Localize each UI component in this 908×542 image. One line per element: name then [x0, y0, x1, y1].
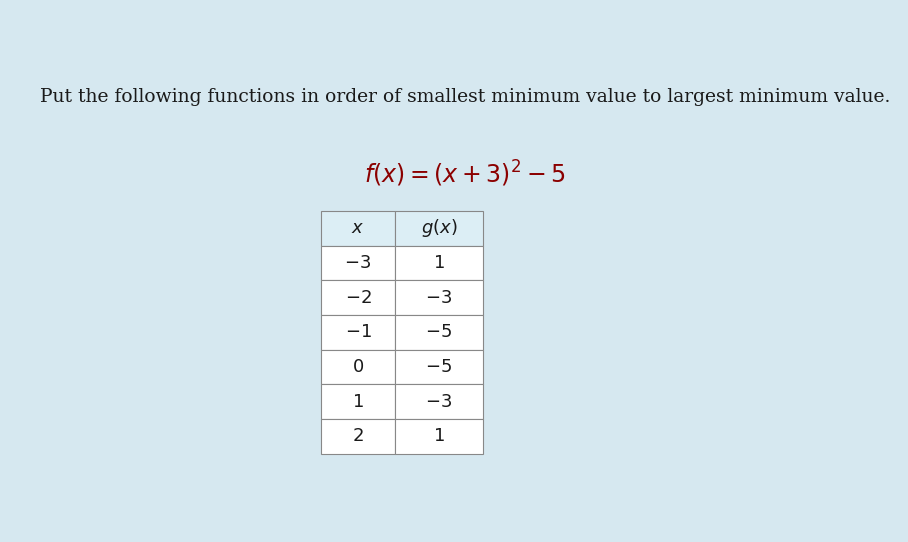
Text: $x$: $x$ — [351, 220, 365, 237]
Bar — [321, 211, 395, 246]
Text: $-2$: $-2$ — [345, 289, 371, 307]
Text: $f(x) = (x + 3)^2 - 5$: $f(x) = (x + 3)^2 - 5$ — [364, 159, 567, 189]
Bar — [395, 384, 483, 419]
Bar — [321, 350, 395, 384]
Bar — [395, 246, 483, 280]
Bar — [321, 246, 395, 280]
Text: $2$: $2$ — [352, 427, 364, 446]
Text: $-1$: $-1$ — [345, 324, 371, 341]
Text: $-3$: $-3$ — [344, 254, 371, 272]
Text: $1$: $1$ — [352, 392, 364, 411]
Text: Put the following functions in order of smallest minimum value to largest minimu: Put the following functions in order of … — [40, 88, 891, 106]
Bar — [395, 211, 483, 246]
Text: $g(x)$: $g(x)$ — [420, 217, 458, 240]
Bar — [395, 350, 483, 384]
Text: $-3$: $-3$ — [426, 289, 452, 307]
Text: $0$: $0$ — [352, 358, 364, 376]
Bar — [321, 419, 395, 454]
Text: $-3$: $-3$ — [426, 392, 452, 411]
Bar — [321, 280, 395, 315]
Bar — [395, 280, 483, 315]
Bar — [395, 419, 483, 454]
Bar — [321, 384, 395, 419]
Text: $-5$: $-5$ — [426, 324, 452, 341]
Bar — [395, 315, 483, 350]
Text: $1$: $1$ — [433, 254, 445, 272]
Bar — [321, 315, 395, 350]
Text: $1$: $1$ — [433, 427, 445, 446]
Text: $-5$: $-5$ — [426, 358, 452, 376]
